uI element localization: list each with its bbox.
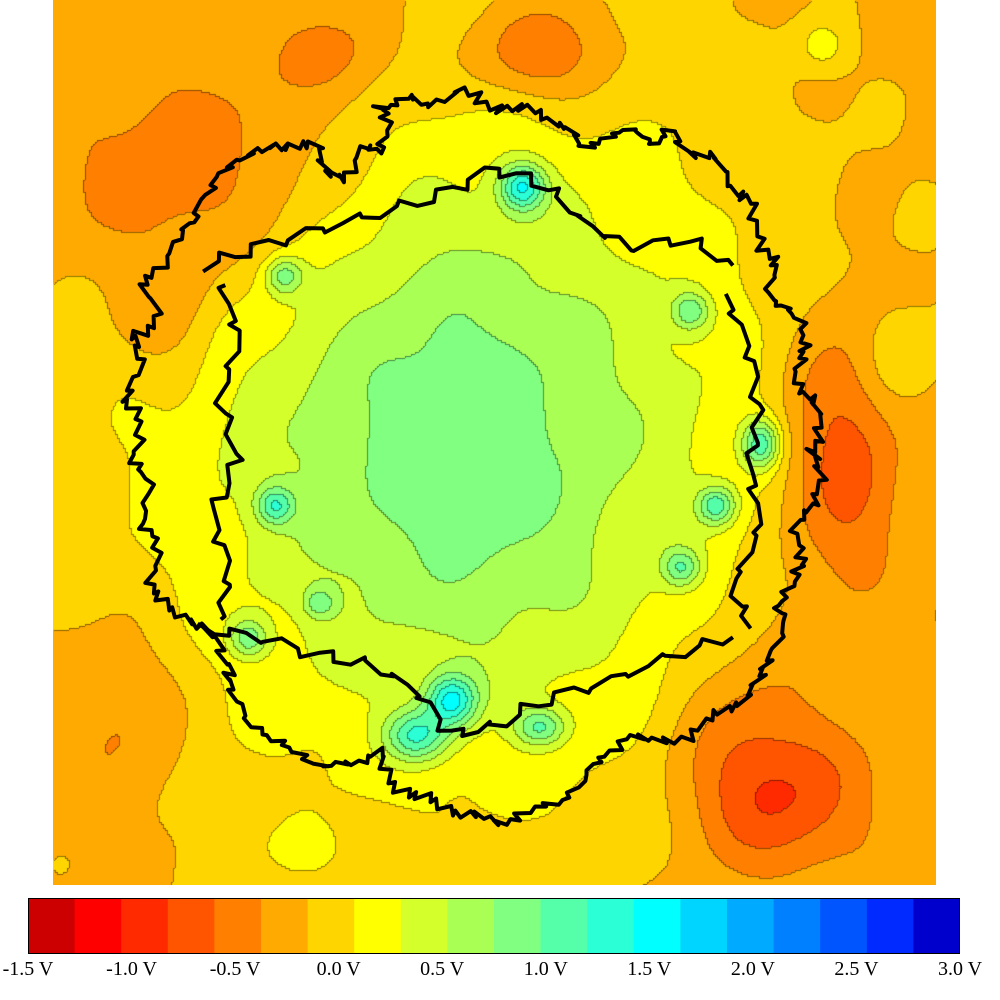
colorbar-tick-labels: -1.5 V -1.0 V -0.5 V 0.0 V 0.5 V 1.0 V 1.5 V 2.… [0, 958, 1000, 998]
colorbar-swatch [494, 898, 542, 954]
potential-field [53, 0, 936, 885]
inner-boundary-contour [202, 165, 735, 274]
colorbar-swatch [820, 898, 868, 954]
colorbar-swatch [354, 898, 402, 954]
colorbar-swatches [28, 898, 960, 954]
colorbar-swatch [121, 898, 169, 954]
colorbar-swatch [540, 898, 588, 954]
colorbar-tick-label: 2.5 V [834, 958, 879, 980]
colorbar-tick-label: -1.5 V [2, 958, 54, 980]
colorbar-swatch [74, 898, 122, 954]
colorbar-swatch [866, 898, 914, 954]
colorbar [28, 898, 960, 954]
inner-boundary-contour [723, 293, 766, 630]
colorbar-tick-label: 2.0 V [730, 958, 775, 980]
colorbar-tick-label: 1.0 V [523, 958, 568, 980]
colorbar-swatch [447, 898, 495, 954]
colorbar-swatch [167, 898, 215, 954]
colorbar-swatch [727, 898, 775, 954]
colorbar-frame [28, 898, 960, 954]
colorbar-tick-label: 3.0 V [937, 958, 983, 980]
colorbar-swatch [214, 898, 262, 954]
colorbar-swatch [633, 898, 681, 954]
colorbar-tick-label: -0.5 V [209, 958, 261, 980]
colorbar-swatch [773, 898, 821, 954]
colorbar-swatch [680, 898, 728, 954]
colorbar-swatch [28, 898, 76, 954]
colorbar-tick-label: -1.0 V [106, 958, 157, 980]
colorbar-swatch [913, 898, 960, 954]
colorbar-tick-label: 0.0 V [316, 958, 361, 980]
colorbar-tick-label: 0.5 V [420, 958, 465, 980]
colorbar-swatch [307, 898, 355, 954]
inner-boundary-contour [196, 621, 735, 738]
colorbar-swatch [400, 898, 448, 954]
contour-plot [53, 0, 936, 885]
inner-boundary-contour [209, 283, 245, 622]
colorbar-tick-label: 1.5 V [627, 958, 672, 980]
outer-boundary-contour [120, 85, 829, 828]
colorbar-swatch [587, 898, 635, 954]
contour-overlay [120, 85, 829, 828]
colorbar-swatch [261, 898, 309, 954]
